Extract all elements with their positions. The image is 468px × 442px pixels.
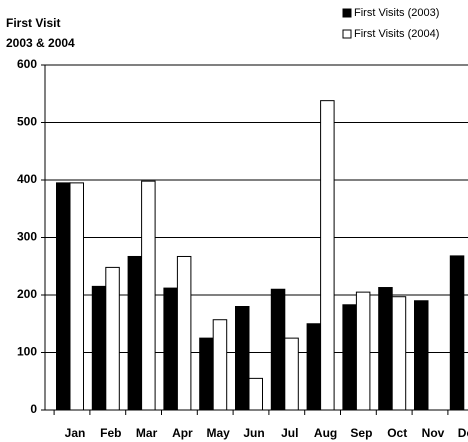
- bar: [270, 288, 286, 411]
- x-tick-label: Dec: [458, 426, 468, 440]
- legend-swatch: [342, 29, 352, 39]
- bar: [163, 287, 178, 411]
- x-tick-label: Feb: [100, 426, 121, 440]
- bar: [449, 255, 465, 411]
- bar: [306, 323, 322, 411]
- bar: [141, 180, 156, 411]
- y-tick-label: 100: [17, 345, 37, 359]
- bar: [378, 287, 393, 411]
- bar: [105, 266, 120, 411]
- y-tick-label: 0: [30, 402, 37, 416]
- chart-title: First Visit: [6, 16, 60, 30]
- x-tick-label: May: [207, 426, 231, 440]
- legend-label: First Visits (2004): [354, 28, 439, 40]
- bar: [176, 255, 192, 411]
- bar: [355, 291, 371, 411]
- y-tick-label: 300: [17, 230, 37, 244]
- bar: [414, 300, 429, 411]
- bar: [56, 182, 71, 411]
- x-tick-label: Sep: [350, 426, 372, 440]
- bar: [127, 255, 143, 411]
- bar: [235, 306, 250, 411]
- x-tick-label: Jul: [281, 426, 298, 440]
- x-tick-label: Mar: [136, 426, 158, 440]
- y-tick-label: 400: [17, 172, 37, 186]
- y-tick-label: 600: [17, 57, 37, 71]
- bar: [248, 377, 263, 411]
- chart-subtitle: 2003 & 2004: [6, 36, 75, 50]
- x-tick-label: Oct: [387, 426, 407, 440]
- x-tick-label: Jun: [243, 426, 264, 440]
- bar: [342, 304, 357, 411]
- bar: [69, 182, 84, 411]
- legend-label: First Visits (2003): [354, 7, 439, 19]
- bar: [391, 296, 407, 411]
- legend-swatch: [342, 8, 352, 18]
- bar: [91, 285, 107, 411]
- x-tick-label: Nov: [422, 426, 445, 440]
- y-tick-label: 200: [17, 287, 37, 301]
- y-tick-label: 500: [17, 115, 37, 129]
- bar: [320, 100, 335, 411]
- x-tick-label: Aug: [314, 426, 337, 440]
- bar: [284, 337, 299, 411]
- x-tick-label: Apr: [172, 426, 193, 440]
- bar: [199, 337, 214, 411]
- bar: [212, 319, 228, 411]
- x-tick-label: Jan: [65, 426, 86, 440]
